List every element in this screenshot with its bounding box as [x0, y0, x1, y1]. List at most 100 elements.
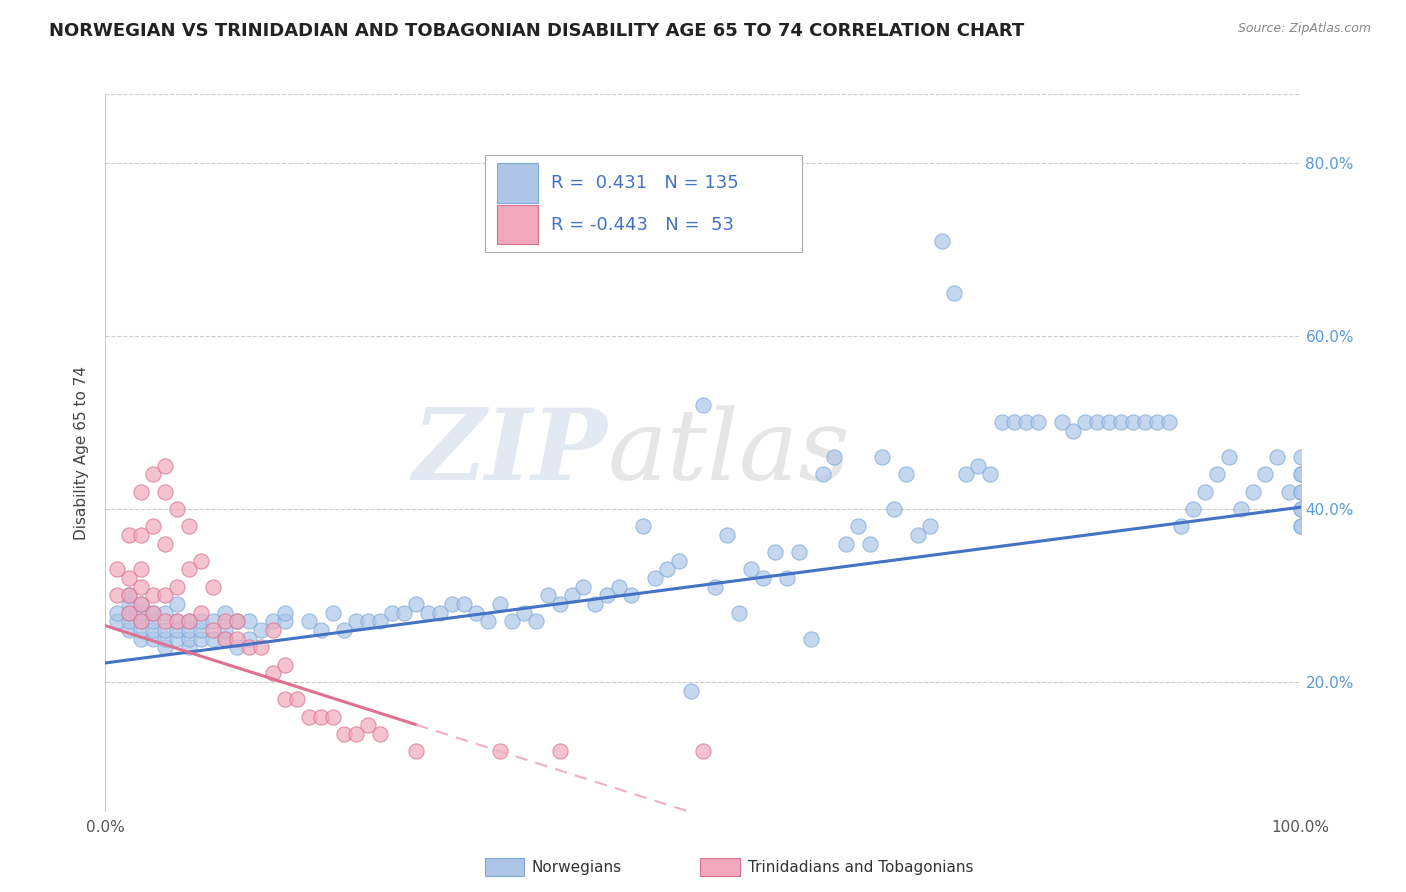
- Point: [967, 458, 990, 473]
- Point: [177, 615, 201, 629]
- Point: [763, 545, 786, 559]
- Point: [501, 615, 523, 629]
- Point: [142, 632, 165, 646]
- Point: [548, 597, 571, 611]
- Point: [142, 519, 165, 533]
- Point: [990, 416, 1012, 430]
- Point: [166, 615, 188, 629]
- Point: [225, 615, 249, 629]
- Point: [668, 554, 690, 568]
- Point: [931, 234, 953, 248]
- Point: [1254, 467, 1277, 482]
- Point: [524, 615, 547, 629]
- Point: [166, 580, 188, 594]
- Point: [142, 606, 165, 620]
- Point: [273, 692, 295, 706]
- Point: [1026, 416, 1049, 430]
- Point: [238, 632, 260, 646]
- Text: atlas: atlas: [607, 405, 851, 500]
- Point: [1159, 416, 1181, 430]
- Point: [477, 615, 499, 629]
- Bar: [498, 205, 538, 244]
- Point: [129, 597, 153, 611]
- Point: [704, 580, 727, 594]
- Point: [1289, 484, 1312, 499]
- Point: [298, 709, 321, 723]
- Point: [190, 554, 212, 568]
- Point: [1289, 467, 1312, 482]
- Point: [681, 683, 703, 698]
- Point: [1289, 519, 1312, 533]
- Point: [896, 467, 918, 482]
- Point: [835, 536, 858, 550]
- Point: [357, 718, 380, 732]
- Point: [177, 519, 201, 533]
- Point: [1181, 502, 1204, 516]
- Point: [250, 623, 273, 637]
- Point: [429, 606, 451, 620]
- Point: [177, 623, 201, 637]
- Point: [751, 571, 773, 585]
- Point: [1111, 416, 1133, 430]
- Point: [129, 615, 153, 629]
- Point: [153, 458, 177, 473]
- Point: [1002, 416, 1025, 430]
- Point: [214, 632, 236, 646]
- Point: [1146, 416, 1168, 430]
- Point: [655, 562, 678, 576]
- Point: [177, 640, 201, 655]
- Point: [129, 615, 153, 629]
- Point: [585, 597, 607, 611]
- Point: [692, 398, 714, 412]
- Point: [489, 744, 512, 758]
- Point: [607, 580, 630, 594]
- Point: [129, 562, 153, 576]
- Point: [716, 528, 738, 542]
- Point: [166, 623, 188, 637]
- Point: [153, 606, 177, 620]
- Point: [118, 615, 141, 629]
- Point: [883, 502, 905, 516]
- Point: [1241, 484, 1264, 499]
- Point: [285, 692, 308, 706]
- Point: [572, 580, 595, 594]
- Point: [942, 285, 965, 300]
- Point: [225, 632, 249, 646]
- Point: [321, 606, 344, 620]
- Point: [1277, 484, 1299, 499]
- Point: [129, 623, 153, 637]
- Point: [536, 589, 558, 603]
- Point: [129, 580, 153, 594]
- Point: [1289, 519, 1312, 533]
- Point: [357, 615, 380, 629]
- Point: [620, 589, 643, 603]
- Point: [190, 623, 212, 637]
- Point: [118, 606, 141, 620]
- Point: [787, 545, 810, 559]
- Point: [153, 640, 177, 655]
- Point: [405, 744, 427, 758]
- Point: [142, 467, 165, 482]
- Point: [955, 467, 977, 482]
- Text: ZIP: ZIP: [412, 404, 607, 501]
- Point: [142, 589, 165, 603]
- Point: [309, 623, 332, 637]
- Point: [190, 632, 212, 646]
- Point: [1289, 502, 1312, 516]
- Point: [202, 623, 225, 637]
- Point: [872, 450, 894, 464]
- Point: [118, 623, 141, 637]
- Point: [273, 606, 295, 620]
- Point: [405, 597, 427, 611]
- Point: [392, 606, 416, 620]
- Point: [1289, 502, 1312, 516]
- Point: [1289, 450, 1312, 464]
- Point: [142, 606, 165, 620]
- Point: [560, 589, 583, 603]
- Point: [1133, 416, 1156, 430]
- Point: [166, 502, 188, 516]
- Text: R =  0.431   N = 135: R = 0.431 N = 135: [551, 174, 740, 192]
- Point: [129, 632, 153, 646]
- Point: [368, 615, 391, 629]
- Point: [979, 467, 1001, 482]
